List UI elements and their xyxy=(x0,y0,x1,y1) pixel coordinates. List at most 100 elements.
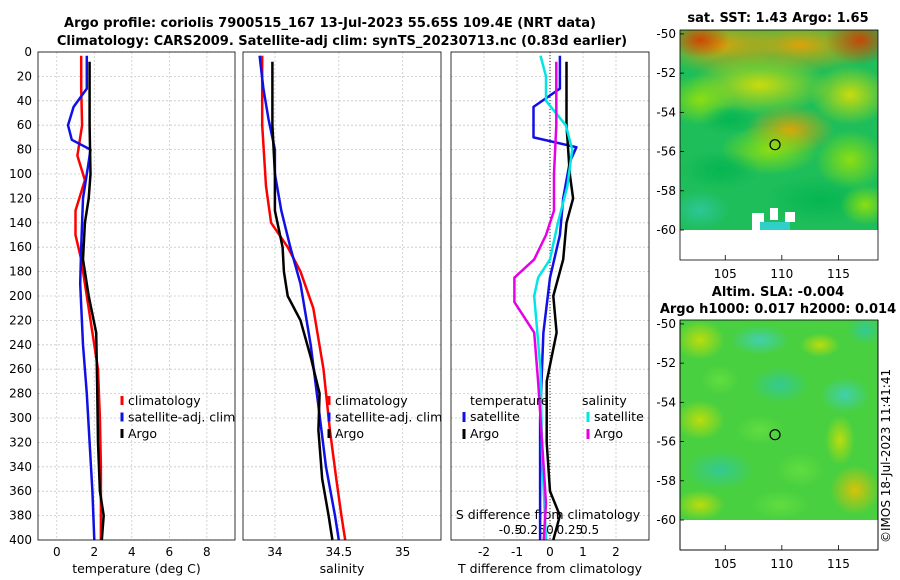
map-y-tick-label: -56 xyxy=(656,145,676,159)
x-axis-label: salinity xyxy=(320,561,365,576)
x-tick-label: 0 xyxy=(53,545,61,559)
legend-label: climatology xyxy=(335,393,408,408)
panel-frame xyxy=(37,51,236,541)
map-y-tick-label: -54 xyxy=(656,105,676,119)
x-tick-label: 34.5 xyxy=(325,545,352,559)
panel-salinity: 34 34.5 35 salinity climatology satellite-adj… xyxy=(242,51,442,576)
s-tick-label: -0.5 xyxy=(499,523,522,537)
map-y-tick-label: -58 xyxy=(656,474,676,488)
depth-tick-label: 260 xyxy=(9,362,32,376)
sst-map-title: sat. SST: 1.43 Argo: 1.65 xyxy=(687,11,868,26)
legend-title-salinity: salinity xyxy=(582,393,627,408)
figure-title-line2: Climatology: CARS2009. Satellite-adj cli… xyxy=(57,34,627,49)
s-tick-label: 0.5 xyxy=(580,523,599,537)
depth-tick-label: 20 xyxy=(17,69,32,83)
series-line-satellite-s- xyxy=(532,55,574,541)
series-line-satellite-adj-clim xyxy=(66,55,96,541)
legend-label: satellite xyxy=(594,409,644,424)
sla-map: Altim. SLA: -0.004 Argo h1000: 0.017 h20… xyxy=(656,285,896,571)
depth-tick-label: 340 xyxy=(9,460,32,474)
panel-frame xyxy=(450,51,650,541)
x-axis-label: T difference from climatology xyxy=(457,561,643,576)
map-y-tick-label: -54 xyxy=(656,395,676,409)
legend-label: satellite-adj. clim xyxy=(335,410,442,425)
map-y-tick-label: -60 xyxy=(656,223,676,237)
x-tick-label: 34 xyxy=(267,545,282,559)
figure-title-line1: Argo profile: coriolis 7900515_167 13-Ju… xyxy=(64,16,596,31)
x-tick-label: 6 xyxy=(166,545,174,559)
depth-tick-label: 60 xyxy=(17,118,32,132)
depth-tick-label: 200 xyxy=(9,289,32,303)
legend-label: satellite-adj. clim xyxy=(128,410,235,425)
sla-argo-marker xyxy=(769,429,781,441)
sst-map: sat. SST: 1.43 Argo: 1.65 105 xyxy=(656,11,879,281)
x-tick-label: -2 xyxy=(478,545,490,559)
depth-tick-label: 40 xyxy=(17,94,32,108)
series-line-climatology xyxy=(74,55,103,540)
x-tick-label: 35 xyxy=(395,545,410,559)
s-tick-label: 0.25 xyxy=(556,523,583,537)
sst-argo-marker xyxy=(769,139,781,151)
depth-tick-label: 140 xyxy=(9,216,32,230)
series-line-argo xyxy=(271,61,334,541)
map-x-tick-label: 105 xyxy=(714,267,737,281)
x-axis-label: temperature (deg C) xyxy=(72,561,201,576)
sst-map-field xyxy=(680,30,878,230)
depth-tick-label: 220 xyxy=(9,313,32,327)
depth-tick-label: 320 xyxy=(9,435,32,449)
depth-tick-label: 180 xyxy=(9,265,32,279)
depth-tick-label: 360 xyxy=(9,484,32,498)
legend-title-temperature: temperature xyxy=(470,393,549,408)
x-axis-label-2: S difference from climatology xyxy=(456,507,641,522)
depth-tick-label: 0 xyxy=(24,45,32,59)
series-line-satellite-t- xyxy=(532,55,578,540)
map-x-tick-label: 115 xyxy=(827,557,850,571)
depth-tick-label: 160 xyxy=(9,240,32,254)
map-x-tick-label: 105 xyxy=(714,557,737,571)
depth-tick-label: 300 xyxy=(9,411,32,425)
sla-map-subtitle: Argo h1000: 0.017 h2000: 0.014 xyxy=(660,302,896,317)
x-tick-label: 4 xyxy=(128,545,136,559)
map-y-tick-label: -50 xyxy=(656,317,676,331)
s-tick-label: -0.25 xyxy=(515,523,546,537)
depth-tick-label: 240 xyxy=(9,338,32,352)
series-line-climatology xyxy=(260,55,347,541)
credit-text: ©IMOS 18-Jul-2023 11:41:41 xyxy=(879,369,893,543)
map-x-tick-label: 110 xyxy=(770,267,793,281)
depth-tick-label: 120 xyxy=(9,191,32,205)
map-x-tick-label: 115 xyxy=(827,267,850,281)
sla-map-title: Altim. SLA: -0.004 xyxy=(712,285,844,300)
x-tick-label: 8 xyxy=(203,545,211,559)
map-x-tick-label: 110 xyxy=(770,557,793,571)
x-tick-label: -1 xyxy=(511,545,523,559)
legend-label: Argo xyxy=(128,426,157,441)
depth-tick-label: 380 xyxy=(9,509,32,523)
map-y-tick-label: -56 xyxy=(656,435,676,449)
panel-frame xyxy=(242,51,442,541)
legend-label: climatology xyxy=(128,393,201,408)
map-y-tick-label: -60 xyxy=(656,513,676,527)
s-tick-label: 0 xyxy=(546,523,554,537)
series-line-argo-s- xyxy=(513,61,558,541)
legend-label: Argo xyxy=(335,426,364,441)
depth-tick-label: 400 xyxy=(9,533,32,547)
depth-tick-label: 100 xyxy=(9,167,32,181)
legend-label: Argo xyxy=(594,426,623,441)
x-tick-label: 2 xyxy=(90,545,98,559)
depth-tick-label: 280 xyxy=(9,387,32,401)
x-tick-label: 2 xyxy=(612,545,620,559)
series-line-argo xyxy=(81,61,105,541)
map-y-tick-label: -50 xyxy=(656,27,676,41)
panel-temperature: 0204060801001201401601802002202402602803… xyxy=(9,45,236,576)
sla-map-field xyxy=(680,320,878,520)
x-tick-label: 0 xyxy=(546,545,554,559)
depth-tick-label: 80 xyxy=(17,143,32,157)
panel-difference: -2 -1 0 1 2 T difference from climatology -0.5… xyxy=(450,51,650,576)
legend-label: satellite xyxy=(470,409,520,424)
legend-label: Argo xyxy=(470,426,499,441)
map-y-tick-label: -58 xyxy=(656,184,676,198)
map-y-tick-label: -52 xyxy=(656,356,676,370)
series-line-satellite-adj-clim xyxy=(258,55,341,541)
map-y-tick-label: -52 xyxy=(656,66,676,80)
